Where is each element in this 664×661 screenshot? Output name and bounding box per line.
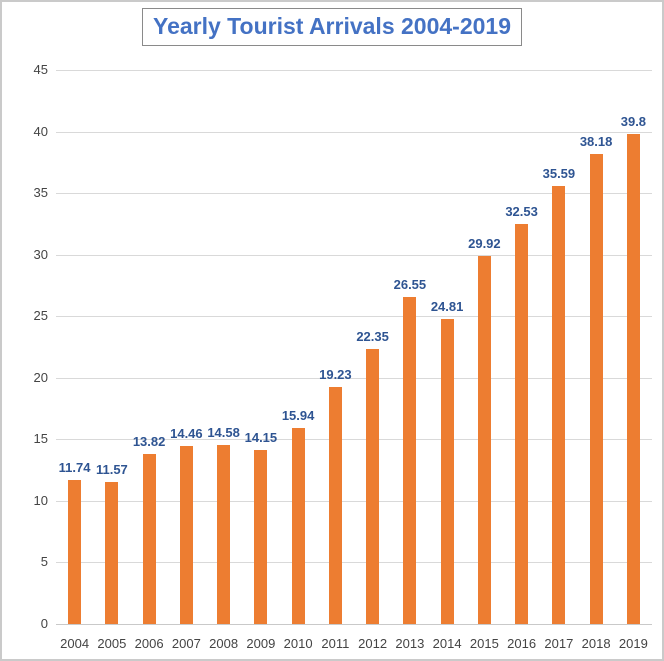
- x-axis-label-2015: 2015: [469, 636, 499, 651]
- data-label-2008: 14.58: [207, 424, 240, 440]
- x-axis-label-2006: 2006: [134, 636, 164, 651]
- data-label-2012: 22.35: [356, 328, 389, 344]
- y-axis-label-5: 5: [40, 554, 48, 570]
- gridline-30: [56, 254, 652, 256]
- gridline-15: [56, 439, 652, 441]
- bar-2010: [291, 427, 305, 624]
- y-axis-label-45: 45: [33, 62, 48, 77]
- x-axis-label-2010: 2010: [283, 636, 313, 651]
- gridline-0: [56, 624, 652, 625]
- chart-title-row: Yearly Tourist Arrivals 2004-2019: [2, 8, 662, 46]
- data-label-2005: 11.57: [95, 461, 128, 477]
- bar-2015: [477, 255, 491, 624]
- data-label-2016: 32.53: [505, 203, 538, 219]
- bar-2019: [626, 134, 640, 624]
- y-axis-label-10: 10: [33, 492, 48, 508]
- bar-2018: [589, 154, 603, 624]
- x-axis-label-2008: 2008: [209, 636, 239, 651]
- y-axis-label-35: 35: [33, 185, 48, 201]
- data-label-2018: 38.18: [579, 134, 613, 149]
- data-label-2009: 14.15: [244, 429, 278, 445]
- gridline-35: [56, 193, 652, 195]
- y-axis-label-15: 15: [33, 431, 48, 447]
- bar-2016: [515, 223, 529, 624]
- x-axis-label-2012: 2012: [358, 636, 388, 651]
- data-label-2014: 24.81: [430, 298, 464, 314]
- bar-2012: [366, 348, 380, 624]
- x-axis-label-2009: 2009: [246, 636, 276, 651]
- data-label-2017: 35.59: [542, 165, 576, 181]
- x-axis-label-2011: 2011: [321, 636, 350, 651]
- y-axis-label-0: 0: [40, 616, 48, 631]
- gridline-5: [56, 562, 652, 564]
- x-axis-label-2018: 2018: [581, 636, 611, 651]
- gridline-40: [56, 131, 652, 133]
- y-axis-label-40: 40: [33, 123, 48, 139]
- bar-2014: [440, 318, 454, 624]
- x-axis-label-2013: 2013: [395, 636, 425, 651]
- bar-2013: [403, 297, 417, 624]
- x-axis-label-2007: 2007: [171, 636, 201, 651]
- bar-2007: [179, 446, 193, 624]
- x-axis-label-2005: 2005: [97, 636, 127, 651]
- data-label-2006: 13.82: [132, 433, 166, 449]
- bar-2009: [254, 449, 268, 624]
- x-axis-label-2019: 2019: [618, 636, 648, 651]
- y-axis-label-25: 25: [33, 308, 48, 324]
- gridline-45: [56, 70, 652, 71]
- data-label-2007: 14.46: [170, 426, 203, 441]
- data-label-2015: 29.92: [468, 235, 501, 251]
- chart-title: Yearly Tourist Arrivals 2004-2019: [142, 8, 522, 46]
- gridline-10: [56, 500, 652, 502]
- bar-2011: [328, 387, 342, 624]
- data-label-2019: 39.8: [620, 114, 647, 129]
- y-axis-label-20: 20: [33, 369, 48, 385]
- bar-2005: [105, 481, 119, 624]
- bar-2017: [552, 185, 566, 624]
- data-label-2013: 26.55: [393, 277, 427, 293]
- bar-2008: [217, 444, 231, 624]
- data-label-2011: 19.23: [319, 367, 352, 383]
- data-label-2004: 11.74: [58, 459, 91, 475]
- x-axis-label-2014: 2014: [432, 636, 462, 651]
- bar-2004: [68, 479, 82, 624]
- bar-2006: [142, 453, 156, 624]
- x-axis-label-2017: 2017: [544, 636, 574, 651]
- x-axis-label-2016: 2016: [507, 636, 537, 651]
- gridline-25: [56, 316, 652, 318]
- data-label-2010: 15.94: [281, 407, 315, 423]
- y-axis-label-30: 30: [33, 246, 48, 262]
- x-axis-label-2004: 2004: [60, 636, 90, 651]
- gridline-20: [56, 377, 652, 379]
